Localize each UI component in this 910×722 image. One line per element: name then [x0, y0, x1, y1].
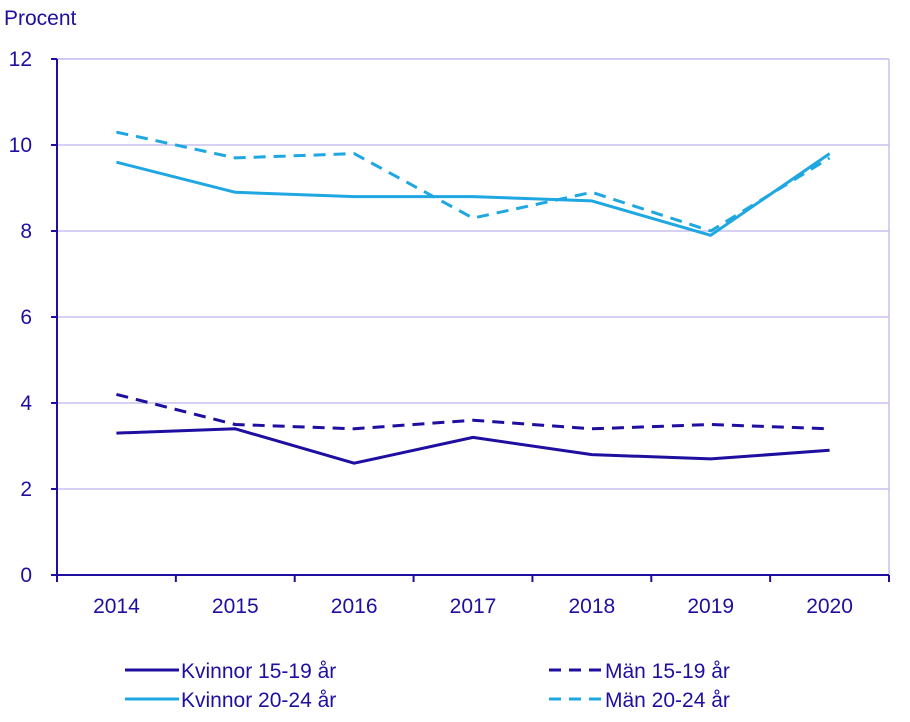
y-tick-label: 12	[9, 48, 32, 71]
x-tick-label: 2020	[806, 595, 853, 618]
legend-label-3: Kvinnor 20-24 år	[181, 689, 336, 712]
x-tick-label: 2019	[687, 595, 734, 618]
x-tick-label: 2016	[331, 595, 378, 618]
series-line-2	[116, 392, 830, 431]
x-tick-label: 2015	[212, 595, 259, 618]
y-tick-label: 8	[20, 220, 32, 243]
legend-label-2: Män 15-19 år	[605, 660, 730, 683]
y-tick-label: 0	[20, 564, 32, 587]
series-lines	[116, 130, 831, 465]
y-tick-label: 6	[20, 306, 32, 329]
series-line-1	[116, 427, 830, 465]
legend-label-4: Män 20-24 år	[605, 689, 730, 712]
x-tick-label: 2017	[450, 595, 497, 618]
x-tick-label: 2014	[93, 595, 140, 618]
x-tick-label: 2018	[568, 595, 615, 618]
legend: Kvinnor 15-19 år Män 15-19 år Kvinnor 20-2…	[125, 660, 730, 712]
axes: 0 2 4 6 8 10 12 2014 2015 2016 2017 2018 2019 2020	[9, 48, 890, 618]
y-tick-label: 2	[20, 478, 32, 501]
legend-label-1: Kvinnor 15-19 år	[181, 660, 336, 683]
y-tick-label: 4	[20, 392, 32, 415]
gridlines	[57, 58, 890, 575]
series-line-4	[116, 130, 831, 233]
series-line-3	[116, 152, 831, 237]
y-axis-unit-label: Procent	[4, 7, 77, 30]
y-tick-label: 10	[9, 134, 32, 157]
